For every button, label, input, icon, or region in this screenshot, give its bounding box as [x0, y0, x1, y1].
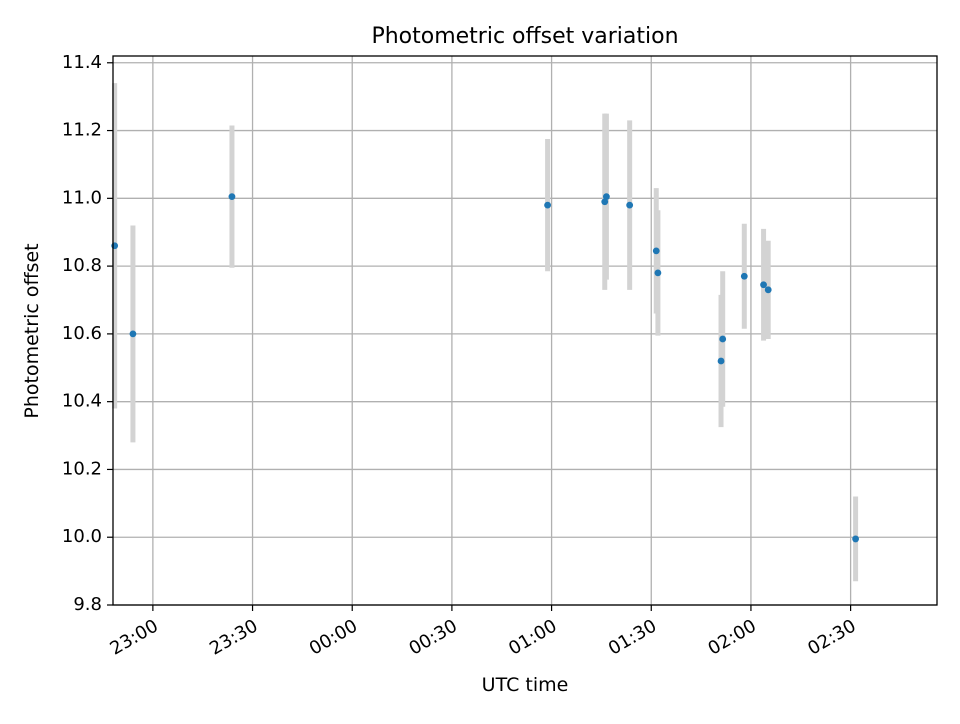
data-point	[654, 269, 662, 277]
data-point	[544, 201, 551, 209]
data-point	[717, 357, 725, 365]
y-tick-label: 9.8	[73, 594, 102, 615]
y-tick-label: 11.2	[62, 120, 102, 141]
data-point	[760, 281, 767, 289]
data-point	[652, 247, 660, 255]
data-point	[129, 330, 137, 338]
y-tick-label: 10.4	[62, 391, 102, 412]
y-axis-ticks: 9.8 10.0 10.2 10.4 10.6 10.8 11.0 11.2 11.4	[62, 52, 113, 615]
data-points	[111, 193, 859, 543]
data-point	[228, 193, 236, 201]
data-point	[852, 535, 859, 543]
y-tick-label: 10.0	[62, 526, 102, 547]
x-axis-label: UTC time	[482, 674, 569, 696]
data-point	[740, 272, 748, 280]
y-tick-label: 11.0	[62, 187, 102, 208]
grid-lines	[113, 56, 937, 606]
data-point	[719, 335, 727, 343]
chart-title: Photometric offset variation	[371, 24, 678, 49]
data-point	[603, 193, 610, 201]
y-tick-label: 10.8	[62, 255, 102, 276]
y-axis-label: Photometric offset	[21, 243, 43, 418]
data-point	[626, 201, 634, 209]
data-point	[111, 242, 119, 250]
y-tick-label: 10.2	[62, 458, 102, 479]
data-point	[764, 286, 772, 294]
plot-frame	[112, 55, 938, 606]
y-tick-label: 11.4	[62, 52, 102, 73]
y-tick-label: 10.6	[62, 323, 102, 344]
